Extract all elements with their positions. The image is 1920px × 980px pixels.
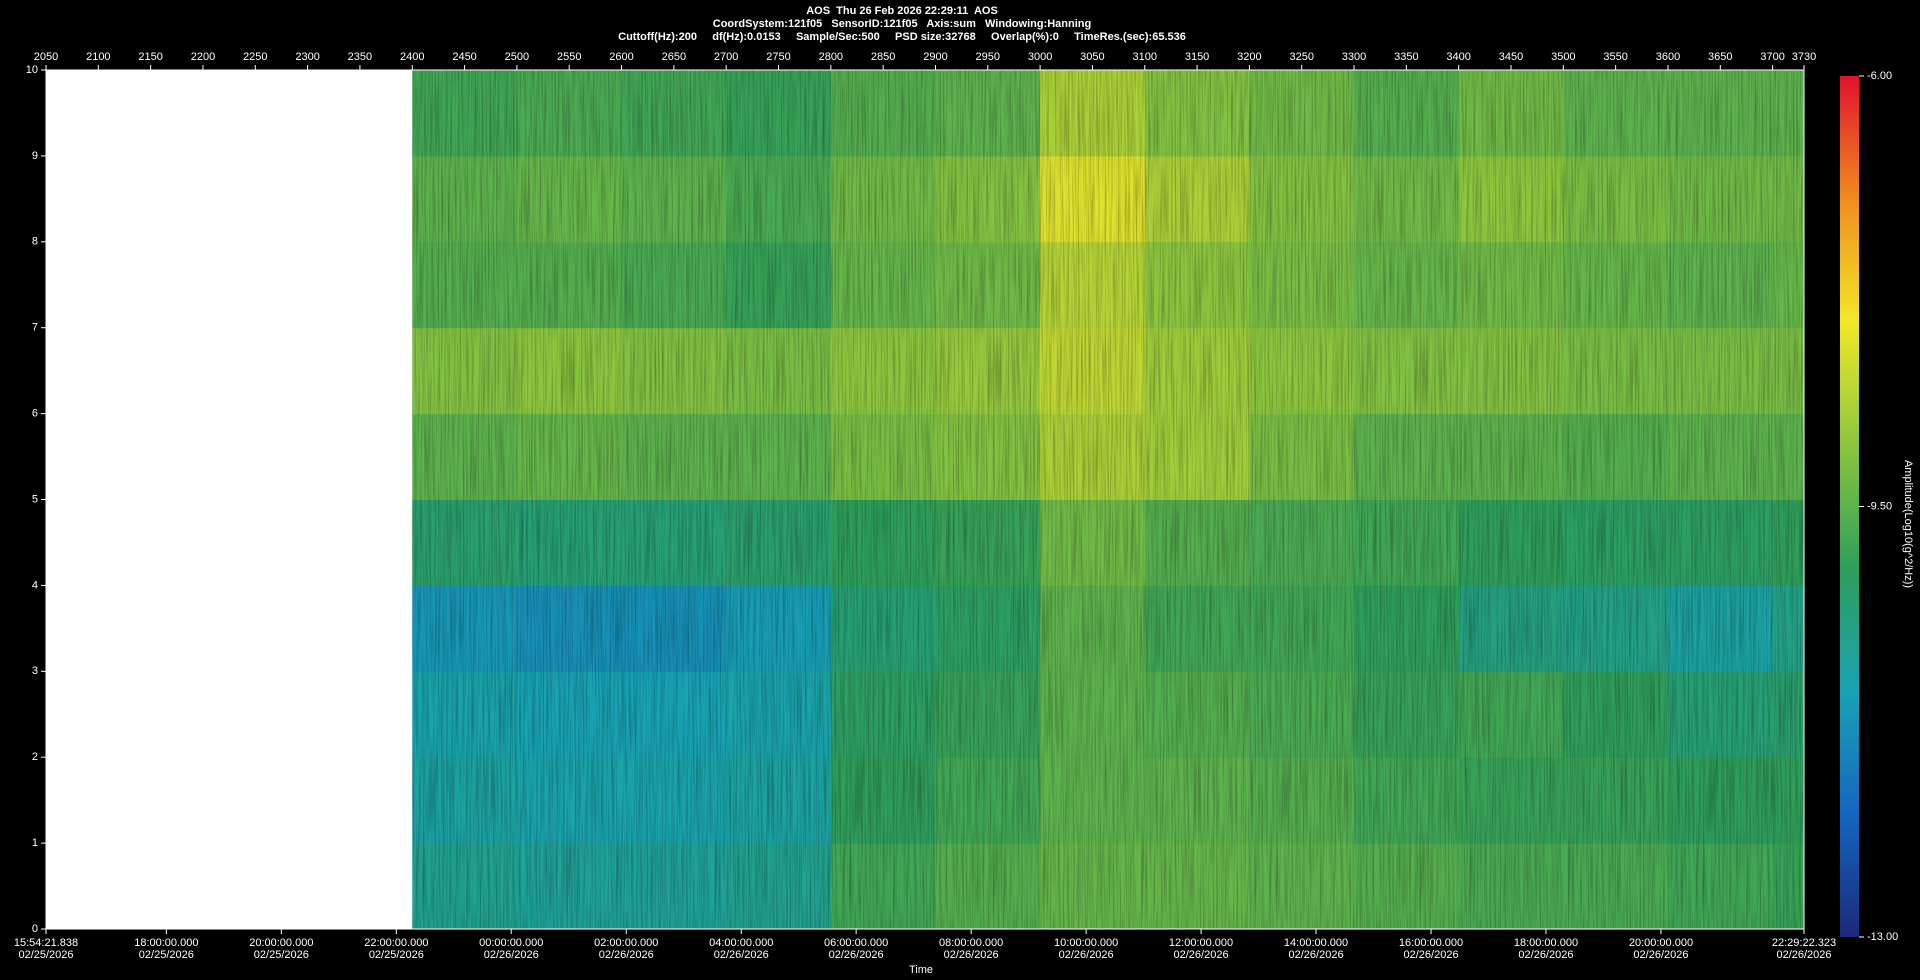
- time-tick-label: 22:00:00.000: [364, 937, 428, 949]
- time-tick-label: 15:54:21.838: [14, 937, 78, 949]
- x-tick-label: 3600: [1656, 51, 1680, 63]
- x-tick-label: 2450: [452, 51, 476, 63]
- x-tick-label: 2300: [295, 51, 319, 63]
- x-axis-label: Time: [909, 964, 933, 976]
- time-tick-date: 02/26/2026: [1174, 949, 1229, 961]
- time-tick-date: 02/26/2026: [1776, 949, 1831, 961]
- time-tick-label: 16:00:00.000: [1399, 937, 1463, 949]
- y-tick-label: 6: [32, 408, 38, 420]
- x-tick-label: 2850: [871, 51, 895, 63]
- x-tick-label: 3100: [1133, 51, 1157, 63]
- time-tick-date: 02/26/2026: [1059, 949, 1114, 961]
- x-tick-label: 3250: [1289, 51, 1313, 63]
- x-tick-label: 3550: [1603, 51, 1627, 63]
- x-tick-label: 2100: [86, 51, 110, 63]
- x-tick-label: 2150: [138, 51, 162, 63]
- time-tick-date: 02/26/2026: [944, 949, 999, 961]
- y-tick-label: 1: [32, 837, 38, 849]
- time-tick-label: 18:00:00.000: [1514, 937, 1578, 949]
- colorbar-tick-label: -6.00: [1867, 70, 1892, 82]
- time-tick-date: 02/26/2026: [1633, 949, 1688, 961]
- x-tick-label: 2550: [557, 51, 581, 63]
- time-tick-date: 02/26/2026: [1518, 949, 1573, 961]
- chart-subtitle: CoordSystem:121f05 SensorID:121f05 Axis:…: [713, 18, 1091, 30]
- colorbar-tick-label: -13.00: [1867, 931, 1898, 943]
- time-tick-label: 00:00:00.000: [479, 937, 543, 949]
- x-tick-label: 2500: [505, 51, 529, 63]
- time-tick-date: 02/26/2026: [829, 949, 884, 961]
- time-tick-label: 20:00:00.000: [249, 937, 313, 949]
- x-tick-label: 2350: [348, 51, 372, 63]
- time-tick-date: 02/26/2026: [1289, 949, 1344, 961]
- x-tick-label: 3300: [1342, 51, 1366, 63]
- colorbar-tick-label: -9.50: [1867, 500, 1892, 512]
- time-tick-date: 02/25/2026: [139, 949, 194, 961]
- time-tick-date: 02/25/2026: [254, 949, 309, 961]
- time-tick-date: 02/25/2026: [369, 949, 424, 961]
- x-tick-label: 2900: [923, 51, 947, 63]
- texture: [412, 70, 1804, 929]
- y-tick-label: 5: [32, 493, 38, 505]
- y-tick-label: 10: [26, 64, 38, 76]
- y-tick-label: 9: [32, 150, 38, 162]
- time-tick-date: 02/26/2026: [484, 949, 539, 961]
- time-tick-date: 02/26/2026: [599, 949, 654, 961]
- time-tick-date: 02/25/2026: [18, 949, 73, 961]
- time-tick-date: 02/26/2026: [714, 949, 769, 961]
- x-tick-label: 3350: [1394, 51, 1418, 63]
- colorbar-label: Amplitude(Log10(g^2/Hz)): [1902, 460, 1914, 588]
- y-tick-label: 8: [32, 236, 38, 248]
- x-tick-label: 2650: [662, 51, 686, 63]
- x-tick-label: 2950: [976, 51, 1000, 63]
- x-tick-label: 3650: [1708, 51, 1732, 63]
- chart-title: AOS Thu 26 Feb 2026 22:29:11 AOS: [806, 5, 998, 17]
- time-tick-label: 02:00:00.000: [594, 937, 658, 949]
- y-tick-label: 7: [32, 322, 38, 334]
- y-tick-label: 0: [32, 923, 38, 935]
- time-tick-date: 02/26/2026: [1404, 949, 1459, 961]
- x-tick-label: 3700: [1760, 51, 1784, 63]
- x-tick-label: 2250: [243, 51, 267, 63]
- x-tick-label: 3200: [1237, 51, 1261, 63]
- x-tick-label: 3450: [1499, 51, 1523, 63]
- x-tick-label: 3500: [1551, 51, 1575, 63]
- time-tick-label: 14:00:00.000: [1284, 937, 1348, 949]
- time-tick-label: 12:00:00.000: [1169, 937, 1233, 949]
- x-tick-label: 3000: [1028, 51, 1052, 63]
- y-tick-label: 3: [32, 665, 38, 677]
- time-tick-label: 20:00:00.000: [1629, 937, 1693, 949]
- chart-parameters: Cuttoff(Hz):200 df(Hz):0.0153 Sample/Sec…: [618, 31, 1186, 43]
- x-tick-label: 2600: [609, 51, 633, 63]
- x-tick-label: 2750: [766, 51, 790, 63]
- time-tick-label: 22:29:22.323: [1772, 937, 1836, 949]
- time-tick-label: 10:00:00.000: [1054, 937, 1118, 949]
- time-tick-label: 06:00:00.000: [824, 937, 888, 949]
- x-tick-label: 2050: [34, 51, 58, 63]
- time-tick-label: 04:00:00.000: [709, 937, 773, 949]
- time-tick-label: 18:00:00.000: [134, 937, 198, 949]
- x-tick-label: 2800: [819, 51, 843, 63]
- x-tick-label: 3150: [1185, 51, 1209, 63]
- y-tick-label: 4: [32, 579, 38, 591]
- x-tick-label: 2200: [191, 51, 215, 63]
- x-tick-label: 3050: [1080, 51, 1104, 63]
- time-tick-label: 08:00:00.000: [939, 937, 1003, 949]
- x-tick-label: 2700: [714, 51, 738, 63]
- x-tick-label: 2400: [400, 51, 424, 63]
- y-tick-label: 2: [32, 751, 38, 763]
- x-tick-label: 3400: [1446, 51, 1470, 63]
- colorbar: [1840, 76, 1859, 937]
- x-tick-label: 3730: [1792, 51, 1816, 63]
